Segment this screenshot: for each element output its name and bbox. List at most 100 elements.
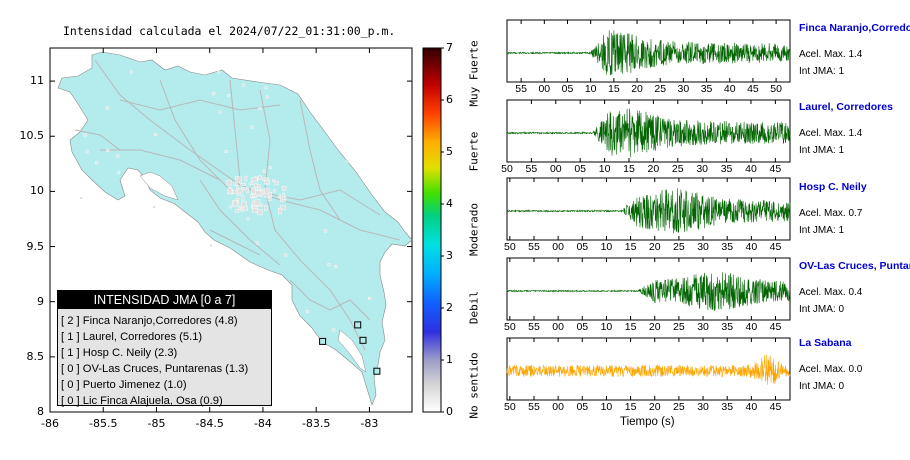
waveform-tick-label: 55 <box>528 321 540 333</box>
station-accel: Acel. Max. 0.4 <box>799 287 863 298</box>
urban-block <box>241 195 245 201</box>
y-tick-label: 8 <box>37 405 44 418</box>
waveform-tick-label: 55 <box>515 83 527 95</box>
town-dot <box>152 205 156 209</box>
urban-block <box>264 205 268 211</box>
urban-block <box>227 187 233 195</box>
town-dot <box>368 297 371 300</box>
waveform-tick-label: 25 <box>673 321 685 333</box>
urban-block <box>235 176 242 183</box>
waveform-panel <box>506 99 791 163</box>
colorbar-tick-label: 5 <box>446 145 453 158</box>
station-jma: Int JMA: 0 <box>799 381 845 392</box>
urban-block <box>252 208 259 213</box>
waveform-tick-label: 45 <box>769 241 782 253</box>
colorbar-tick-label: 1 <box>446 353 453 366</box>
x-tick-label: -84 <box>253 417 272 430</box>
station-name: La Sabana <box>799 337 852 349</box>
waveform-tick-label: 15 <box>608 83 620 95</box>
urban-block <box>232 200 238 207</box>
urban-block <box>273 189 276 193</box>
waveform-tick-label: 45 <box>769 163 782 175</box>
urban-block <box>257 209 263 216</box>
station-name: OV-Las Cruces, Puntar <box>799 260 910 272</box>
urban-block <box>229 205 233 209</box>
legend-header: INTENSIDAD JMA [0 a 7] <box>58 291 271 309</box>
town-dot <box>116 171 120 175</box>
urban-block <box>254 199 261 206</box>
waveform-tick-label: 35 <box>721 401 734 413</box>
waveform-tick-label: 50 <box>503 321 516 333</box>
legend-row: [ 1 ] Hosp C. Neily (2.3) <box>61 347 178 359</box>
colorbar-tick-label: 4 <box>446 197 453 210</box>
station-jma: Int JMA: 0 <box>799 304 845 315</box>
x-tick-label: -85.5 <box>89 417 118 430</box>
road-network <box>74 59 401 351</box>
town-dot <box>262 169 266 173</box>
colorbar-label: Muy Fuerte <box>467 40 481 107</box>
waveform-tick-label: 10 <box>584 83 597 95</box>
waveform-tick-label: 45 <box>769 321 782 333</box>
waveform-tick-label: 00 <box>549 163 562 175</box>
waveform-tick-label: 50 <box>501 163 513 175</box>
urban-block <box>272 179 276 183</box>
town-dot <box>324 229 327 233</box>
town-dot <box>129 70 133 74</box>
station-accel: Acel. Max. 1.4 <box>799 49 863 60</box>
waveform-tick-label: 35 <box>721 321 734 333</box>
town-dot <box>334 265 338 268</box>
waveform-trace <box>506 30 791 76</box>
waveform-tick-label: 20 <box>631 83 643 95</box>
urban-block <box>235 185 239 191</box>
waveform-tick-label: 35 <box>721 241 734 253</box>
waveform-tick-label: 25 <box>673 401 685 413</box>
waveform-trace <box>506 354 791 385</box>
x-tick-label: -86 <box>41 417 59 430</box>
town-dot <box>154 133 158 137</box>
waveform-tick-label: 55 <box>528 401 540 413</box>
station-name: Finca Naranjo,Corredores <box>799 22 910 34</box>
waveform-tick-label: 05 <box>561 83 574 95</box>
station-markers <box>319 321 381 375</box>
waveform-tick-label: 05 <box>576 241 589 253</box>
y-tick-label: 9 <box>37 294 44 308</box>
waveform-tick-label: 25 <box>654 83 667 95</box>
colorbar-tick-label: 6 <box>446 93 453 106</box>
town-dot <box>95 161 99 165</box>
waveform-panel <box>506 177 791 241</box>
waveform-tick-label: 10 <box>600 401 613 413</box>
town-dot <box>116 154 120 158</box>
waveform-panel <box>506 337 791 401</box>
urban-block <box>258 175 262 180</box>
y-tick-label: 10.5 <box>19 129 45 143</box>
waveform-tick-label: 10 <box>600 241 613 253</box>
town-dot <box>218 110 222 114</box>
colorbar-tick-label: 7 <box>446 41 453 54</box>
legend-row: [ 0 ] OV-Las Cruces, Puntarenas (1.3) <box>61 363 249 375</box>
waveform-tick-label: 05 <box>574 163 587 175</box>
urban-block <box>236 193 241 196</box>
town-dot <box>268 166 272 170</box>
waveform-tick-label: 50 <box>503 241 516 253</box>
town-dot <box>284 253 288 257</box>
waveform-tick-label: 00 <box>552 241 564 253</box>
waveform-tick-label: 10 <box>600 321 613 333</box>
urban-block <box>244 175 248 182</box>
urban-block <box>252 194 259 197</box>
town-dot <box>306 310 309 314</box>
urban-block <box>282 186 287 191</box>
town-dot <box>255 241 259 245</box>
station-marker <box>359 336 367 344</box>
waveform-tick-label: 15 <box>624 321 637 333</box>
urban-block <box>278 194 282 198</box>
urban-block <box>243 206 248 211</box>
town-dot <box>264 86 268 90</box>
urban-block <box>282 192 285 197</box>
colorbar-tick-label: 0 <box>446 405 453 418</box>
x-tick-label: -85 <box>147 417 166 430</box>
urban-block <box>267 197 272 201</box>
legend-row: [ 1 ] Laurel, Corredores (5.1) <box>61 331 203 343</box>
waveform-tick-label: 15 <box>624 401 637 413</box>
waveform-tick-label: 30 <box>697 401 709 413</box>
y-tick-label: 9.5 <box>26 239 45 253</box>
